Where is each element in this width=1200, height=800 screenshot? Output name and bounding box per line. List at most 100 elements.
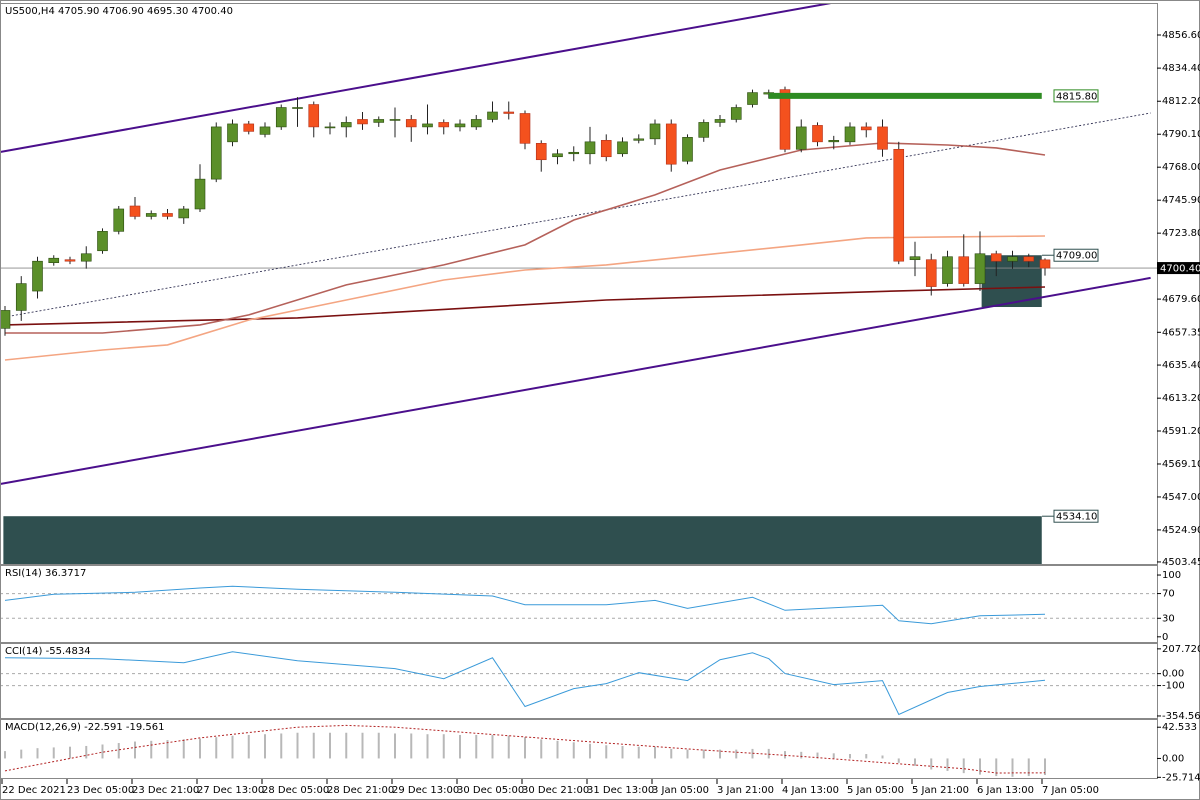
candle-body [0, 310, 11, 329]
x-tick-label: 5 Jan 05:00 [847, 785, 904, 796]
candle-body [1023, 256, 1035, 262]
histogram-bar [1027, 758, 1030, 777]
panel-border [0, 565, 1158, 643]
y-tick-label: 4812.20 [1162, 96, 1200, 107]
candle-body [15, 283, 27, 311]
histogram-bar [670, 748, 673, 759]
y-tick-label: 4723.80 [1162, 228, 1200, 239]
candle-body [340, 122, 352, 128]
x-tick-label: 28 Dec 21:00 [327, 785, 394, 796]
candle-body [698, 122, 710, 138]
y-tick-label: 4547.00 [1162, 492, 1200, 503]
indicator-plots [0, 585, 1157, 777]
histogram-bar [394, 733, 396, 759]
level-label: 4815.80 [1056, 91, 1097, 102]
candle-body [129, 205, 141, 217]
histogram-bar [1011, 758, 1014, 777]
candle-body [503, 111, 515, 114]
histogram-bar [556, 740, 559, 759]
histogram-bar [849, 754, 851, 759]
candle-body [925, 259, 937, 287]
x-tick-label: 23 Dec 21:00 [132, 785, 199, 796]
candle-body [80, 253, 92, 262]
histogram-bar [459, 734, 461, 759]
histogram-bar [914, 758, 916, 766]
trend-line [0, 3, 831, 153]
histogram-bar [117, 743, 120, 759]
candle-body [958, 256, 970, 284]
histogram-bar [475, 734, 478, 759]
x-tick-label: 23 Dec 05:00 [67, 785, 134, 796]
y-tick-label: 4657.35 [1162, 327, 1200, 338]
x-tick-label: 3 Jan 05:00 [652, 785, 709, 796]
y-tick-label: 4745.90 [1162, 195, 1200, 206]
candle-body [747, 92, 758, 105]
level-label-box [1053, 248, 1099, 262]
panel-title: RSI(14) 36.3717 [5, 568, 86, 579]
y-tick-label: -25.714 [1162, 772, 1200, 783]
histogram-bar [69, 746, 71, 759]
zone [3, 516, 1042, 565]
candle-body [48, 257, 60, 263]
histogram-bar [20, 749, 23, 759]
candle-body [259, 126, 271, 135]
histogram-bar [816, 752, 819, 759]
histogram-bar [410, 733, 413, 759]
candle-body [422, 123, 433, 128]
moving-average [5, 142, 1046, 334]
main-plot [0, 3, 1157, 565]
histogram-bar [345, 732, 348, 759]
y-tick-label: 4503.45 [1162, 557, 1200, 568]
candle-body [795, 126, 807, 150]
histogram-bar [491, 734, 494, 759]
candle-body [470, 119, 482, 128]
histogram-bar [182, 739, 185, 759]
indicator-line [4, 651, 1046, 716]
y-tick-label: 100 [1162, 570, 1181, 581]
histogram-bar [637, 746, 640, 759]
candle-body [860, 126, 872, 131]
histogram-bar [52, 747, 55, 759]
candle-body [373, 119, 385, 123]
histogram-bar [199, 738, 201, 759]
histogram-bar [702, 749, 705, 759]
panel-title: US500,H4 4705.90 4706.90 4695.30 4700.40 [5, 6, 233, 17]
candle-body [942, 256, 953, 284]
current-price-label: 4700.40 [1160, 264, 1200, 275]
x-tick-label: 29 Dec 13:00 [392, 785, 459, 796]
candle-body [877, 126, 888, 150]
candle-body [552, 153, 563, 158]
histogram-bar [507, 735, 510, 759]
histogram-bar [784, 751, 786, 759]
histogram-bar [231, 735, 234, 759]
y-tick-label: 4591.20 [1162, 426, 1200, 437]
x-tick-label: 4 Jan 13:00 [782, 785, 839, 796]
histogram-bar [605, 745, 608, 759]
candle-body [292, 107, 303, 109]
x-tick-label: 30 Dec 05:00 [457, 785, 524, 796]
y-tick-label: 42.533 [1162, 722, 1197, 733]
histogram-bar [865, 754, 868, 759]
panel-title: MACD(12,26,9) -22.591 -19.561 [5, 722, 165, 733]
candle-body [714, 119, 726, 123]
histogram-bar [1044, 758, 1046, 776]
candle-body [600, 140, 612, 158]
histogram-bar [800, 751, 803, 759]
trend-line [0, 112, 1151, 319]
histogram-bar [134, 741, 136, 759]
candle-body [194, 178, 206, 210]
histogram-bar [686, 749, 689, 759]
level-label: 4534.10 [1056, 512, 1097, 523]
candle-body [487, 111, 498, 120]
candle-body [584, 141, 596, 155]
histogram-bar [215, 737, 218, 759]
y-tick-label: 4569.10 [1162, 459, 1200, 470]
candle-body [633, 138, 645, 141]
histogram-bar [654, 746, 656, 759]
histogram-bar [36, 748, 39, 759]
panel-title: CCI(14) -55.4834 [5, 646, 91, 657]
histogram-bar [524, 737, 526, 759]
histogram-bar [621, 745, 624, 759]
candle-body [909, 256, 921, 261]
